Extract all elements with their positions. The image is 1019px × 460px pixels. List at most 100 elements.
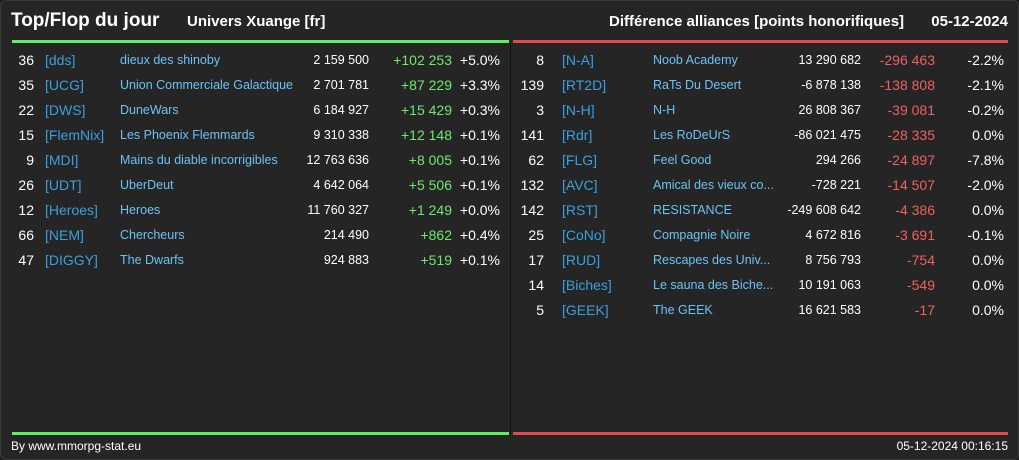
top-row: 15 [FlemNix] Les Phoenix Flemmards 9 310 33… (1, 123, 500, 148)
diff-cell: +1 249 (408, 202, 452, 218)
footer-timestamp: 05-12-2024 00:16:15 (896, 439, 1008, 453)
alliance-name-link[interactable]: Feel Good (653, 153, 712, 167)
diff-cell: -17 (914, 302, 935, 318)
alliance-name-link[interactable]: RaTs Du Desert (653, 78, 742, 92)
percent-cell: -7.8% (967, 152, 1004, 168)
alliance-tag-link[interactable]: [UCG] (45, 77, 84, 93)
rank-cell: 132 (520, 177, 544, 193)
rank-cell: 12 (18, 202, 34, 218)
diff-cell: +8 005 (408, 152, 452, 168)
diff-cell: -39 081 (887, 102, 935, 118)
flop-footer-bar (513, 432, 1008, 435)
alliance-name-link[interactable]: RESISTANCE (653, 203, 732, 217)
diff-cell: -14 507 (887, 177, 935, 193)
percent-cell: -2.1% (967, 77, 1004, 93)
top-row: 47 [DIGGY] The Dwarfs 924 883 +519 +0.1% (1, 248, 500, 273)
percent-cell: +5.0% (459, 52, 500, 68)
rank-cell: 142 (520, 202, 544, 218)
alliance-tag-link[interactable]: [AVC] (562, 177, 598, 193)
top-row: 66 [NEM] Chercheurs 214 490 +862 +0.4% (1, 223, 500, 248)
points-cell: 924 883 (323, 253, 369, 267)
diff-cell: +15 429 (401, 102, 452, 118)
points-cell: 11 760 327 (307, 203, 369, 217)
diff-cell: +519 (420, 252, 452, 268)
points-cell: 10 191 063 (798, 278, 861, 292)
points-cell: 214 490 (323, 228, 369, 242)
top-row: 9 [MDI] Mains du diable incorrigibles 12 76… (1, 148, 500, 173)
alliance-name-link[interactable]: Amical des vieux co... (653, 178, 774, 192)
alliance-tag-link[interactable]: [RUD] (562, 252, 601, 268)
alliance-tag-link[interactable]: [FlemNix] (45, 127, 105, 143)
rank-cell: 3 (536, 102, 544, 118)
alliance-tag-link[interactable]: [Heroes] (45, 202, 98, 218)
alliance-tag-link[interactable]: [RST] (562, 202, 598, 218)
flop-row: 62 [FLG] Feel Good 294 266 -24 897 -7.8% (511, 148, 1006, 173)
alliance-name-link[interactable]: Compagnie Noire (653, 228, 751, 242)
flop-row: 139 [RT2D] RaTs Du Desert -6 878 138 -138 80… (511, 73, 1006, 98)
percent-cell: +0.3% (459, 102, 500, 118)
top-row: 22 [DWS] DuneWars 6 184 927 +15 429 +0.3% (1, 98, 500, 123)
diff-cell: +12 148 (401, 127, 452, 143)
alliance-tag-link[interactable]: [Biches] (562, 277, 612, 293)
alliance-tag-link[interactable]: [RT2D] (562, 77, 607, 93)
flop-row: 132 [AVC] Amical des vieux co... -728 221 -1… (511, 173, 1006, 198)
alliance-name-link[interactable]: Heroes (120, 203, 161, 217)
points-cell: -86 021 475 (794, 128, 861, 142)
rank-cell: 17 (528, 252, 544, 268)
percent-cell: +0.1% (459, 252, 500, 268)
alliance-name-link[interactable]: Union Commerciale Galactique (120, 78, 293, 92)
header: Top/Flop du jour Univers Xuange [fr] Dif… (1, 1, 1018, 43)
server-name: Univers Xuange [fr] (187, 13, 326, 30)
rank-cell: 5 (536, 302, 544, 318)
alliance-name-link[interactable]: Le sauna des Biche... (653, 278, 774, 292)
alliance-name-link[interactable]: UberDeut (120, 178, 174, 192)
alliance-tag-link[interactable]: [GEEK] (562, 302, 609, 318)
alliance-tag-link[interactable]: [DIGGY] (45, 252, 98, 268)
alliance-name-link[interactable]: Noob Academy (653, 53, 738, 67)
points-cell: 16 621 583 (798, 303, 861, 317)
points-cell: 2 701 781 (313, 78, 369, 92)
alliance-tag-link[interactable]: [FLG] (562, 152, 598, 168)
diff-cell: +862 (420, 227, 452, 243)
rank-cell: 35 (18, 77, 34, 93)
top-row: 12 [Heroes] Heroes 11 760 327 +1 249 +0.0% (1, 198, 500, 223)
diff-cell: -138 808 (879, 77, 935, 93)
alliance-tag-link[interactable]: [DWS] (45, 102, 86, 118)
flop-row: 14 [Biches] Le sauna des Biche... 10 191 06… (511, 273, 1006, 298)
alliance-tag-link[interactable]: [Rdr] (562, 127, 593, 143)
alliance-name-link[interactable]: The Dwarfs (120, 253, 184, 267)
alliance-tag-link[interactable]: [N-A] (562, 52, 594, 68)
alliance-name-link[interactable]: Mains du diable incorrigibles (120, 153, 278, 167)
alliance-tag-link[interactable]: [NEM] (45, 227, 84, 243)
alliance-name-link[interactable]: N-H (653, 103, 676, 117)
alliance-tag-link[interactable]: [MDI] (45, 152, 79, 168)
alliance-name-link[interactable]: DuneWars (120, 103, 179, 117)
rank-cell: 15 (18, 127, 34, 143)
alliance-tag-link[interactable]: [CoNo] (562, 227, 606, 243)
alliance-name-link[interactable]: Les Phoenix Flemmards (120, 128, 255, 142)
alliance-tag-link[interactable]: [N-H] (562, 102, 595, 118)
points-cell: 12 763 636 (306, 153, 369, 167)
percent-cell: 0.0% (972, 302, 1004, 318)
alliance-name-link[interactable]: dieux des shinoby (120, 53, 221, 67)
alliance-name-link[interactable]: The GEEK (653, 303, 713, 317)
flop-row: 141 [Rdr] Les RoDeUrS -86 021 475 -28 335 0.0… (511, 123, 1006, 148)
rank-cell: 139 (520, 77, 544, 93)
rank-cell: 26 (18, 177, 34, 193)
page-title: Top/Flop du jour (11, 10, 160, 31)
points-cell: 8 756 793 (805, 253, 861, 267)
diff-cell: +87 229 (401, 77, 452, 93)
alliance-name-link[interactable]: Rescapes des Univ... (653, 253, 771, 267)
alliance-tag-link[interactable]: [UDT] (45, 177, 82, 193)
top-header-bar (12, 40, 509, 43)
points-cell: 4 672 816 (805, 228, 861, 242)
diff-cell: -549 (906, 277, 935, 293)
rank-cell: 14 (528, 277, 544, 293)
alliance-name-link[interactable]: Chercheurs (120, 228, 185, 242)
column-divider (510, 43, 511, 435)
alliance-tag-link[interactable]: [dds] (45, 52, 76, 68)
alliance-name-link[interactable]: Les RoDeUrS (653, 128, 731, 142)
percent-cell: 0.0% (972, 127, 1004, 143)
rank-cell: 62 (528, 152, 544, 168)
rank-cell: 22 (18, 102, 34, 118)
